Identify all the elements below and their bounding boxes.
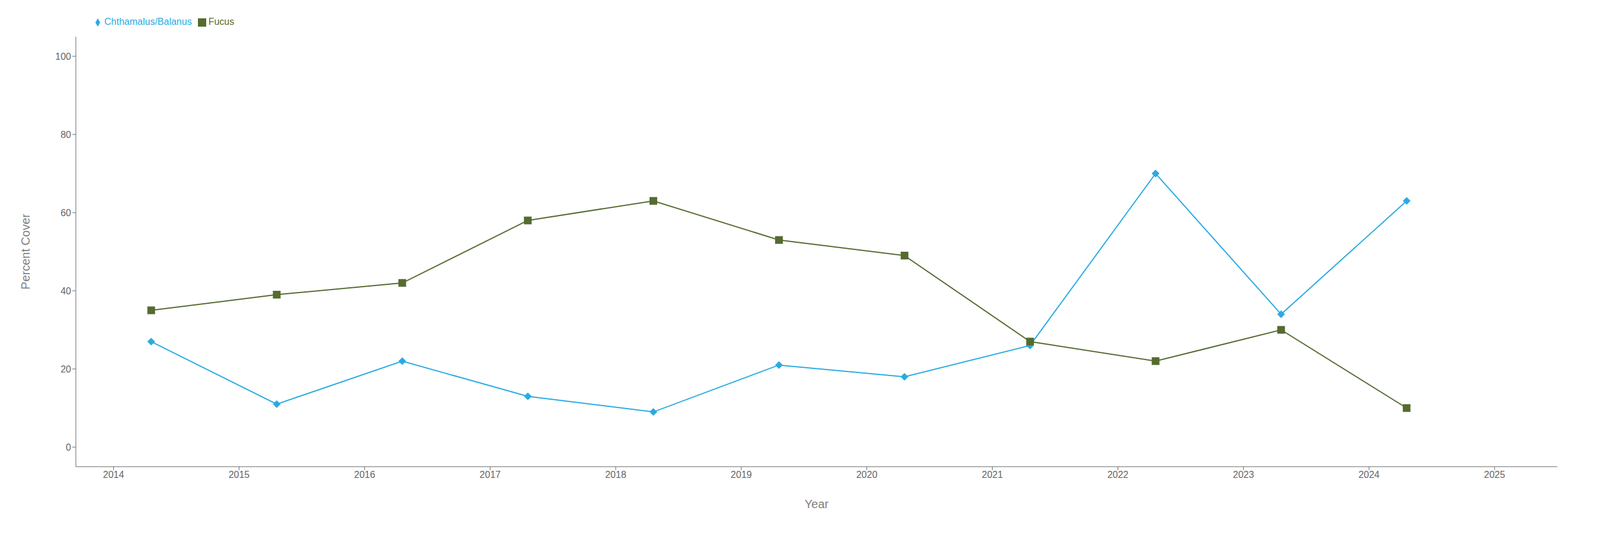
html-text:Fucus: Fucus: [208, 16, 235, 27]
svg-text:2019: 2019: [730, 469, 752, 480]
svg-text:2024: 2024: [1358, 469, 1380, 480]
svg-text:2015: 2015: [228, 469, 251, 480]
html-text:Chthamalus/Balanus: Chthamalus/Balanus: [104, 16, 192, 27]
svg-text:2016: 2016: [353, 469, 376, 480]
svg-text:2021: 2021: [981, 469, 1004, 480]
svg-text:60: 60: [60, 208, 72, 219]
svg-text:40: 40: [60, 286, 72, 297]
svg-text:20: 20: [60, 364, 72, 375]
svg-text:2018: 2018: [605, 469, 627, 480]
svg-text:Percent Cover: Percent Cover: [18, 213, 32, 290]
svg-text:2023: 2023: [1233, 469, 1255, 480]
svg-text:2025: 2025: [1483, 469, 1506, 480]
svg-text:2017: 2017: [479, 469, 501, 480]
svg-text:80: 80: [60, 129, 72, 140]
svg-text:0: 0: [65, 442, 72, 453]
svg-text:Year: Year: [804, 497, 830, 511]
svg-text:100: 100: [55, 51, 72, 62]
svg-text:2014: 2014: [103, 469, 125, 480]
svg-text:2022: 2022: [1107, 469, 1129, 480]
svg-text:2020: 2020: [856, 469, 878, 480]
